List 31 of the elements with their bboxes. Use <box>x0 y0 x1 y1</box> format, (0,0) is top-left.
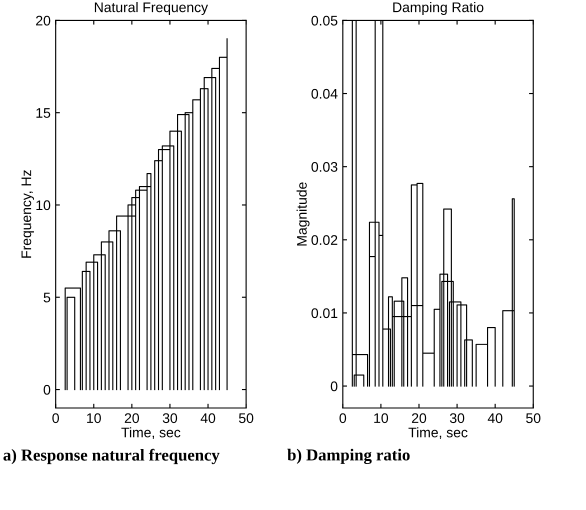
y-axis-title: Frequency, Hz <box>22 170 34 258</box>
x-tick-label: 10 <box>374 413 388 424</box>
y-tick-label: 0 <box>44 384 50 395</box>
y-tick-label: 15 <box>36 108 50 118</box>
x-tick-label: 0 <box>52 413 59 424</box>
x-tick-label: 50 <box>238 413 254 424</box>
x-tick-label: 30 <box>450 413 464 424</box>
chart-title: Damping Ratio <box>393 2 484 15</box>
x-tick-label: 20 <box>412 413 426 424</box>
x-tick-label: 40 <box>200 413 216 424</box>
y-tick-label: 5 <box>44 292 50 302</box>
y-tick-label: 0.04 <box>311 88 338 99</box>
x-tick-label: 20 <box>124 413 140 424</box>
y-axis-title: Magnitude <box>296 182 310 246</box>
y-tick-label: 0.05 <box>311 16 338 26</box>
text: a) Response natural frequency <box>3 448 220 464</box>
x-tick-label: 10 <box>87 413 101 424</box>
text: b) Damping ratio <box>287 448 410 464</box>
y-tick-label: 10 <box>36 200 50 210</box>
y-tick-label: 0.03 <box>311 162 338 172</box>
x-axis-title: Time, sec <box>121 427 180 440</box>
x-axis-title: Time, sec <box>408 427 468 440</box>
y-tick-label: 0.02 <box>311 235 338 245</box>
y-tick-label: 0.01 <box>311 308 338 318</box>
y-tick-label: 0 <box>330 381 338 392</box>
x-tick-label: 40 <box>488 413 502 424</box>
x-tick-label: 0 <box>339 413 346 424</box>
x-tick-label: 50 <box>526 413 540 424</box>
x-tick-label: 30 <box>162 413 178 424</box>
y-tick-label: 20 <box>36 16 50 26</box>
chart-title: Natural Frequency <box>94 2 208 15</box>
